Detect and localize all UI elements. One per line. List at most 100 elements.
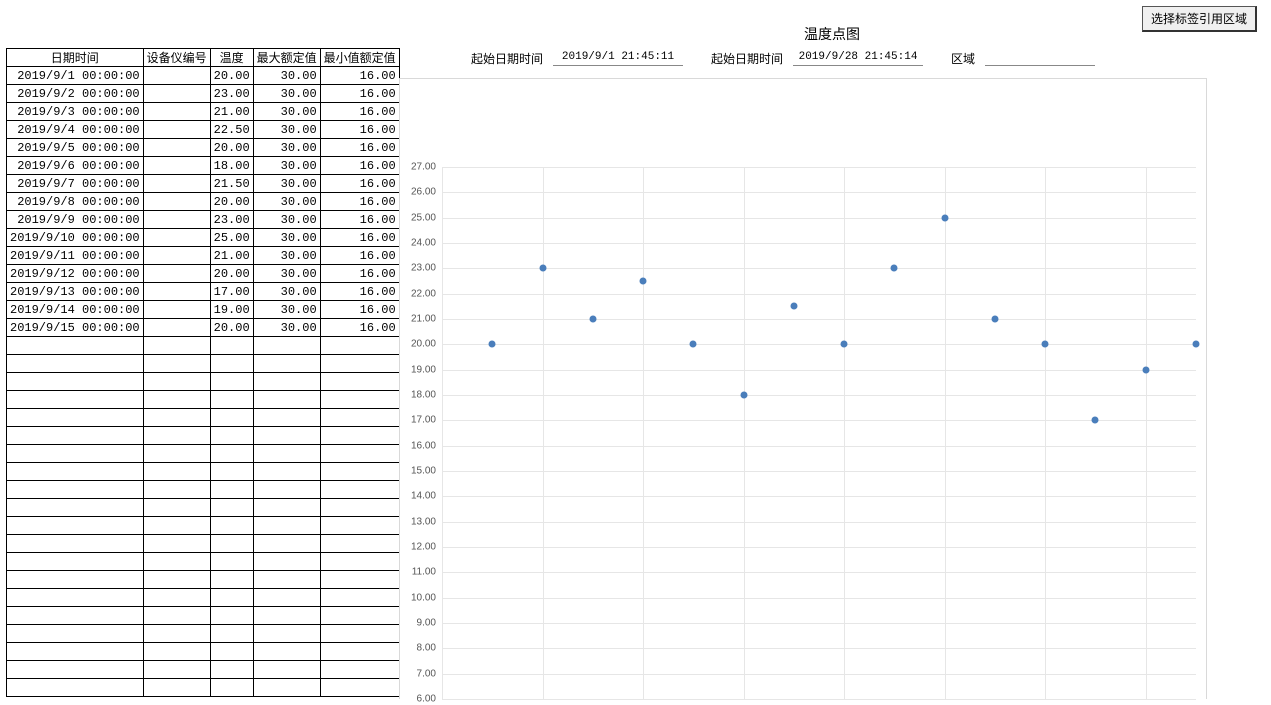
table-row-empty[interactable] [7, 373, 400, 391]
table-cell: 16.00 [320, 157, 399, 175]
table-row[interactable]: 2019/9/4 00:00:0022.5030.0016.00 [7, 121, 400, 139]
area-label: 区域 [951, 50, 975, 67]
table-row[interactable]: 2019/9/1 00:00:0020.0030.0016.00 [7, 67, 400, 85]
table-cell: 30.00 [253, 265, 320, 283]
table-row[interactable]: 2019/9/14 00:00:0019.0030.0016.00 [7, 301, 400, 319]
table-cell [253, 535, 320, 553]
gridline-h [442, 218, 1196, 219]
table-cell [253, 355, 320, 373]
table-cell: 16.00 [320, 265, 399, 283]
gridline-h [442, 648, 1196, 649]
table-row-empty[interactable] [7, 571, 400, 589]
data-point [941, 214, 948, 221]
table-row-empty[interactable] [7, 337, 400, 355]
table-row[interactable]: 2019/9/9 00:00:0023.0030.0016.00 [7, 211, 400, 229]
table-cell [210, 499, 253, 517]
table-cell [143, 337, 210, 355]
table-row[interactable]: 2019/9/8 00:00:0020.0030.0016.00 [7, 193, 400, 211]
table-cell [253, 373, 320, 391]
table-row-empty[interactable] [7, 535, 400, 553]
table-cell [320, 535, 399, 553]
table-cell [210, 517, 253, 535]
table-row-empty[interactable] [7, 517, 400, 535]
table-cell [143, 481, 210, 499]
table-cell: 20.00 [210, 139, 253, 157]
table-cell: 16.00 [320, 283, 399, 301]
table-cell: 2019/9/9 00:00:00 [7, 211, 144, 229]
table-cell [143, 103, 210, 121]
table-row[interactable]: 2019/9/5 00:00:0020.0030.0016.00 [7, 139, 400, 157]
table-row-empty[interactable] [7, 445, 400, 463]
table-cell [7, 445, 144, 463]
data-point [891, 265, 898, 272]
table-cell: 22.50 [210, 121, 253, 139]
table-row[interactable]: 2019/9/7 00:00:0021.5030.0016.00 [7, 175, 400, 193]
table-row[interactable]: 2019/9/15 00:00:0020.0030.0016.00 [7, 319, 400, 337]
y-tick: 12.00 [411, 542, 436, 553]
table-cell [253, 409, 320, 427]
table-cell [7, 553, 144, 571]
y-tick: 14.00 [411, 491, 436, 502]
table-cell [253, 553, 320, 571]
table-cell [253, 481, 320, 499]
table-row[interactable]: 2019/9/2 00:00:0023.0030.0016.00 [7, 85, 400, 103]
y-tick: 13.00 [411, 516, 436, 527]
table-cell [143, 247, 210, 265]
data-point [740, 392, 747, 399]
table-cell [210, 535, 253, 553]
table-cell [320, 373, 399, 391]
table-cell: 30.00 [253, 175, 320, 193]
table-row-empty[interactable] [7, 553, 400, 571]
y-tick: 21.00 [411, 314, 436, 325]
table-cell [143, 175, 210, 193]
select-tag-area-button[interactable]: 选择标签引用区域 [1142, 6, 1257, 32]
gridline-h [442, 319, 1196, 320]
chart-area: 27.0026.0025.0024.0023.0022.0021.0020.00… [399, 78, 1207, 699]
table-row-empty[interactable] [7, 679, 400, 697]
table-row-empty[interactable] [7, 391, 400, 409]
table-row-empty[interactable] [7, 409, 400, 427]
table-cell [253, 427, 320, 445]
table-row-empty[interactable] [7, 481, 400, 499]
table-row-empty[interactable] [7, 355, 400, 373]
table-cell [143, 517, 210, 535]
table-cell [320, 337, 399, 355]
table-cell: 2019/9/5 00:00:00 [7, 139, 144, 157]
start-date-input[interactable] [553, 51, 683, 66]
end-date-input[interactable] [793, 51, 923, 66]
table-row-empty[interactable] [7, 643, 400, 661]
table-cell [320, 427, 399, 445]
table-row-empty[interactable] [7, 427, 400, 445]
table-row[interactable]: 2019/9/12 00:00:0020.0030.0016.00 [7, 265, 400, 283]
table-cell: 2019/9/11 00:00:00 [7, 247, 144, 265]
table-cell [253, 571, 320, 589]
data-point [489, 341, 496, 348]
table-row-empty[interactable] [7, 607, 400, 625]
table-cell [143, 607, 210, 625]
table-cell [253, 625, 320, 643]
table-cell [320, 391, 399, 409]
table-cell [210, 625, 253, 643]
y-tick: 6.00 [417, 694, 436, 705]
table-cell: 16.00 [320, 193, 399, 211]
table-row-empty[interactable] [7, 499, 400, 517]
table-row[interactable]: 2019/9/11 00:00:0021.0030.0016.00 [7, 247, 400, 265]
table-row-empty[interactable] [7, 463, 400, 481]
table-cell [320, 589, 399, 607]
table-row[interactable]: 2019/9/13 00:00:0017.0030.0016.00 [7, 283, 400, 301]
table-row-empty[interactable] [7, 589, 400, 607]
table-cell: 20.00 [210, 265, 253, 283]
table-cell: 30.00 [253, 121, 320, 139]
y-tick: 25.00 [411, 212, 436, 223]
table-row[interactable]: 2019/9/6 00:00:0018.0030.0016.00 [7, 157, 400, 175]
table-cell [210, 679, 253, 697]
table-cell [143, 661, 210, 679]
table-row[interactable]: 2019/9/10 00:00:0025.0030.0016.00 [7, 229, 400, 247]
table-cell: 30.00 [253, 157, 320, 175]
table-cell [7, 373, 144, 391]
table-row[interactable]: 2019/9/3 00:00:0021.0030.0016.00 [7, 103, 400, 121]
table-cell [210, 427, 253, 445]
area-input[interactable] [985, 51, 1095, 66]
table-row-empty[interactable] [7, 661, 400, 679]
table-row-empty[interactable] [7, 625, 400, 643]
